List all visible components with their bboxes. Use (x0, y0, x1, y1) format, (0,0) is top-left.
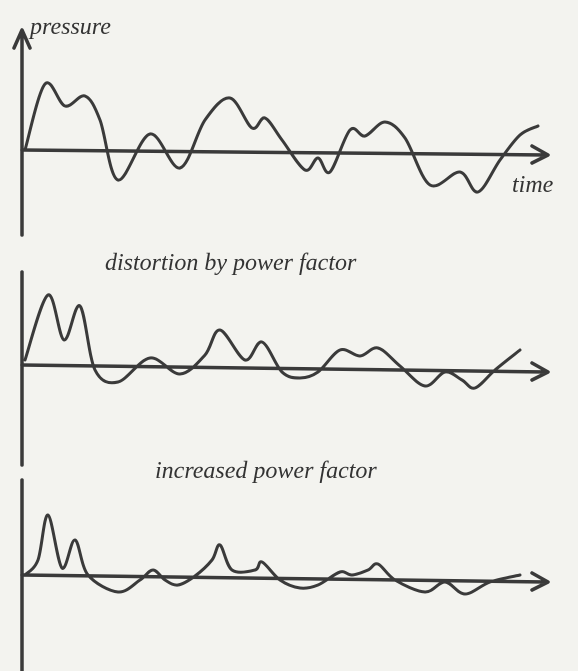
x-axis (20, 361, 550, 382)
panel-label: increased power factor (155, 458, 377, 484)
wave (23, 513, 522, 596)
wave (23, 293, 522, 390)
axis-label: time (512, 172, 554, 198)
y-axis (12, 28, 32, 237)
wave (23, 81, 540, 194)
panel-label: distortion by power factor (105, 250, 357, 276)
x-axis (20, 571, 550, 592)
axis-label: pressure (28, 14, 111, 40)
x-axis (20, 144, 550, 165)
